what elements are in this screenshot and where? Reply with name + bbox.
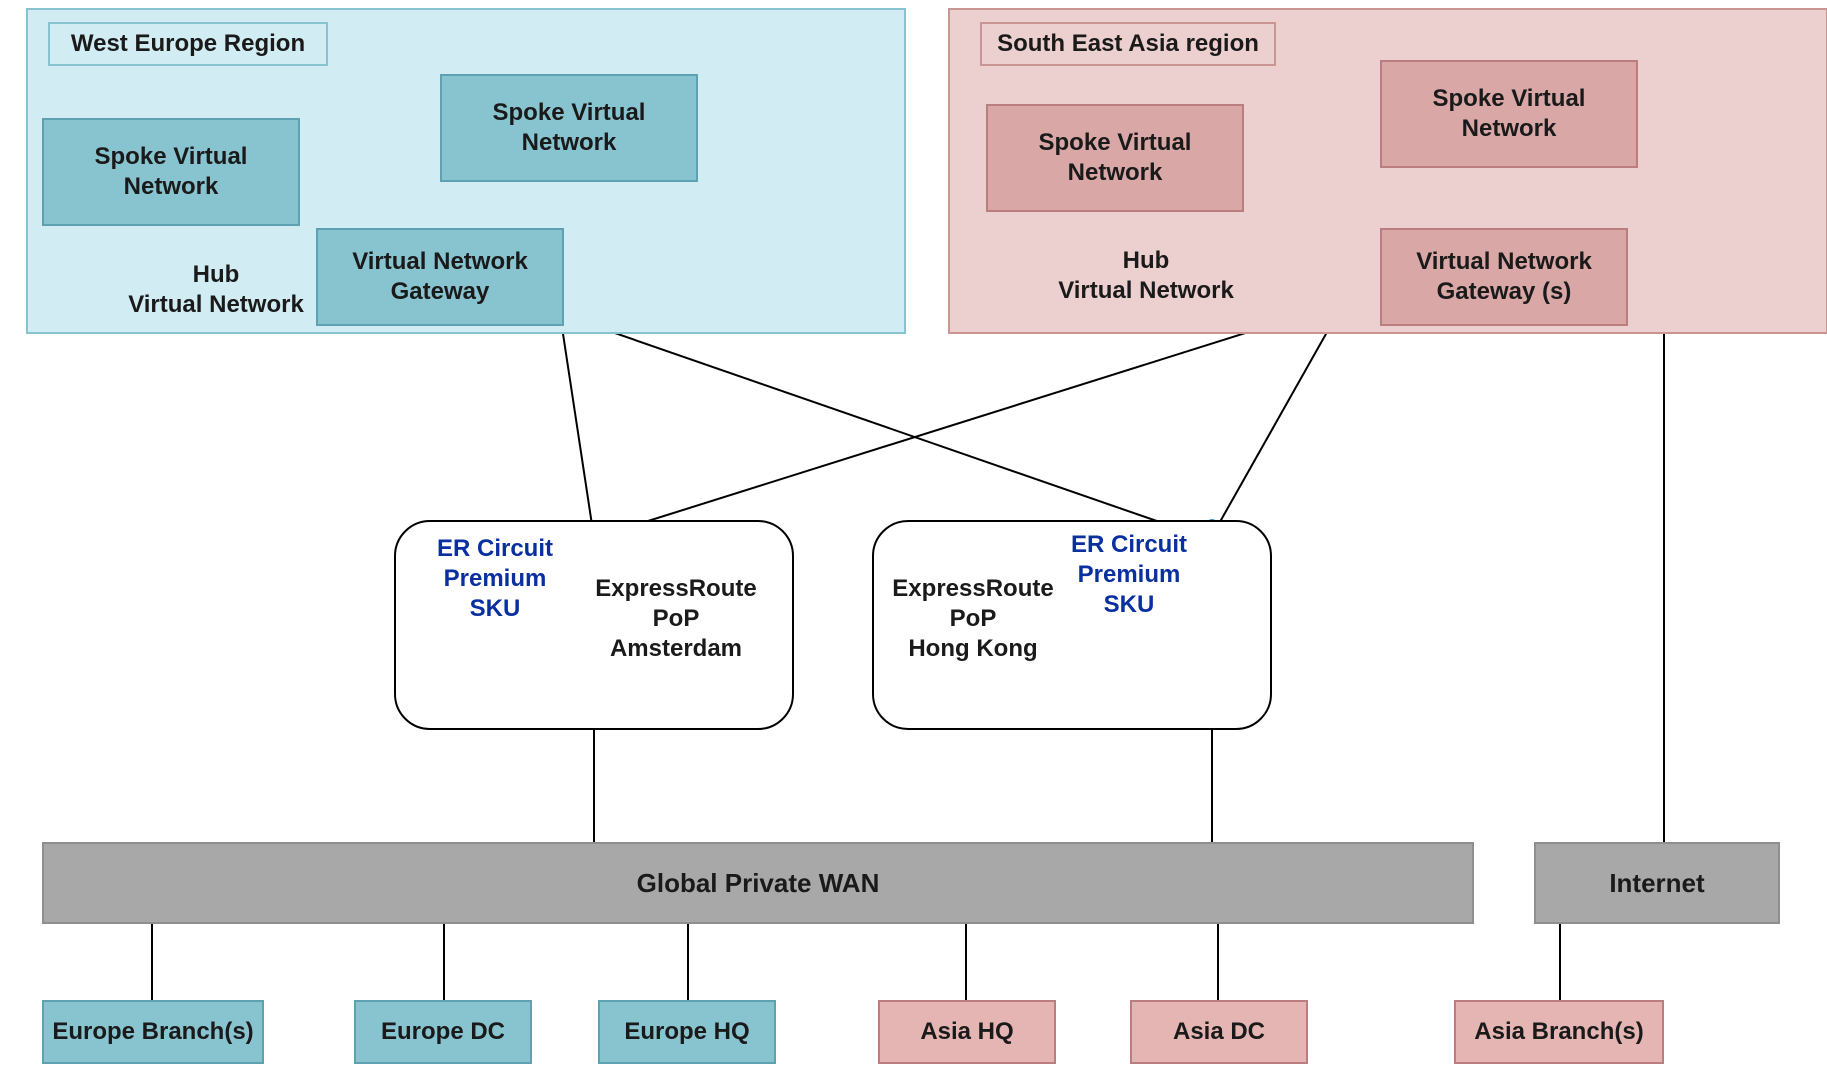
east-er-label: ER Circuit Premium SKU [1044,530,1214,630]
east-spoke-1: Spoke Virtual Network [986,104,1244,212]
site-3: Asia HQ [878,1000,1056,1064]
west-er-label: ER Circuit Premium SKU [410,534,580,634]
east-vng: Virtual Network Gateway (s) [1380,228,1628,326]
east-spoke-2: Spoke Virtual Network [1380,60,1638,168]
east-hub-label: Hub Virtual Network [1006,246,1286,316]
west-hub-label: Hub Virtual Network [86,260,346,330]
west-spoke-1: Spoke Virtual Network [42,118,300,226]
diagram-stage: West Europe Region Spoke Virtual Network S… [0,0,1827,1086]
east-region-title: South East Asia region [980,22,1276,66]
site-0: Europe Branch(s) [42,1000,264,1064]
east-pop-label: ExpressRoute PoP Hong Kong [878,574,1068,674]
west-spoke-2: Spoke Virtual Network [440,74,698,182]
site-2: Europe HQ [598,1000,776,1064]
west-vng: Virtual Network Gateway [316,228,564,326]
wan-bar: Global Private WAN [42,842,1474,924]
west-pop-label: ExpressRoute PoP Amsterdam [566,574,786,674]
site-1: Europe DC [354,1000,532,1064]
west-region-title: West Europe Region [48,22,328,66]
site-5: Asia Branch(s) [1454,1000,1664,1064]
site-4: Asia DC [1130,1000,1308,1064]
internet-bar: Internet [1534,842,1780,924]
